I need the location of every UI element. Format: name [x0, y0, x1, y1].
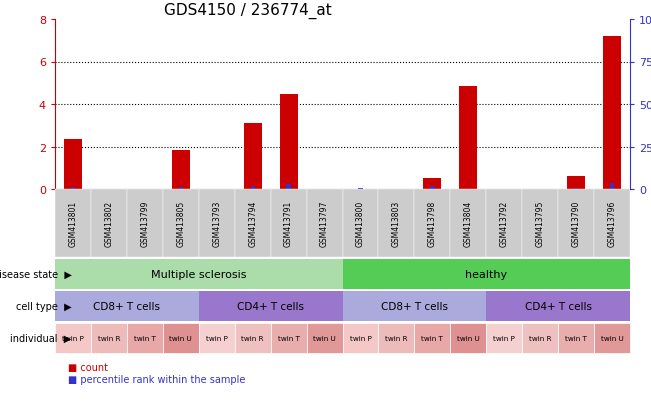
Text: twin R: twin R: [385, 335, 408, 341]
Text: twin U: twin U: [313, 335, 336, 341]
Text: ■ percentile rank within the sample: ■ percentile rank within the sample: [68, 374, 245, 384]
Text: ■ count: ■ count: [68, 362, 108, 372]
Bar: [286, 185, 291, 190]
Text: GSM413803: GSM413803: [392, 200, 401, 247]
Bar: [610, 183, 614, 190]
Text: twin P: twin P: [62, 335, 84, 341]
Text: twin U: twin U: [457, 335, 480, 341]
Bar: [71, 188, 75, 190]
Bar: [358, 189, 363, 190]
Bar: [423, 179, 441, 190]
Text: CD8+ T cells: CD8+ T cells: [381, 301, 448, 311]
Text: GSM413792: GSM413792: [500, 200, 508, 247]
Bar: [574, 188, 578, 190]
Text: CD8+ T cells: CD8+ T cells: [93, 301, 160, 311]
Text: GSM413802: GSM413802: [104, 200, 113, 247]
Text: individual  ▶: individual ▶: [10, 333, 72, 343]
Text: CD4+ T cells: CD4+ T cells: [237, 301, 304, 311]
Bar: [64, 140, 82, 190]
Text: GSM413798: GSM413798: [428, 200, 437, 247]
Text: GDS4150 / 236774_at: GDS4150 / 236774_at: [163, 3, 331, 19]
Text: twin R: twin R: [242, 335, 264, 341]
Bar: [280, 95, 298, 190]
Text: disease state  ▶: disease state ▶: [0, 269, 72, 279]
Text: GSM413793: GSM413793: [212, 200, 221, 247]
Text: healthy: healthy: [465, 269, 507, 279]
Text: GSM413796: GSM413796: [607, 200, 616, 247]
Bar: [460, 87, 477, 190]
Text: GSM413804: GSM413804: [464, 200, 473, 247]
Text: twin T: twin T: [278, 335, 299, 341]
Text: twin U: twin U: [169, 335, 192, 341]
Text: GSM413795: GSM413795: [536, 200, 545, 247]
Text: twin P: twin P: [493, 335, 515, 341]
Text: twin R: twin R: [98, 335, 120, 341]
Text: GSM413805: GSM413805: [176, 200, 186, 247]
Text: twin T: twin T: [565, 335, 587, 341]
Bar: [243, 124, 262, 190]
Text: GSM413800: GSM413800: [356, 200, 365, 247]
Text: GSM413797: GSM413797: [320, 200, 329, 247]
Bar: [251, 186, 255, 190]
Bar: [172, 150, 189, 190]
Text: twin R: twin R: [529, 335, 551, 341]
Text: twin P: twin P: [350, 335, 372, 341]
Text: Multiple sclerosis: Multiple sclerosis: [151, 269, 247, 279]
Text: GSM413794: GSM413794: [248, 200, 257, 247]
Text: GSM413790: GSM413790: [572, 200, 581, 247]
Text: GSM413801: GSM413801: [68, 200, 77, 247]
Bar: [567, 177, 585, 190]
Text: twin T: twin T: [134, 335, 156, 341]
Text: twin P: twin P: [206, 335, 228, 341]
Text: twin T: twin T: [421, 335, 443, 341]
Text: GSM413791: GSM413791: [284, 200, 293, 247]
Text: CD4+ T cells: CD4+ T cells: [525, 301, 592, 311]
Text: cell type  ▶: cell type ▶: [16, 301, 72, 311]
Text: twin U: twin U: [601, 335, 624, 341]
Text: GSM413799: GSM413799: [141, 200, 149, 247]
Bar: [430, 186, 434, 190]
Bar: [603, 37, 621, 190]
Bar: [178, 188, 183, 190]
